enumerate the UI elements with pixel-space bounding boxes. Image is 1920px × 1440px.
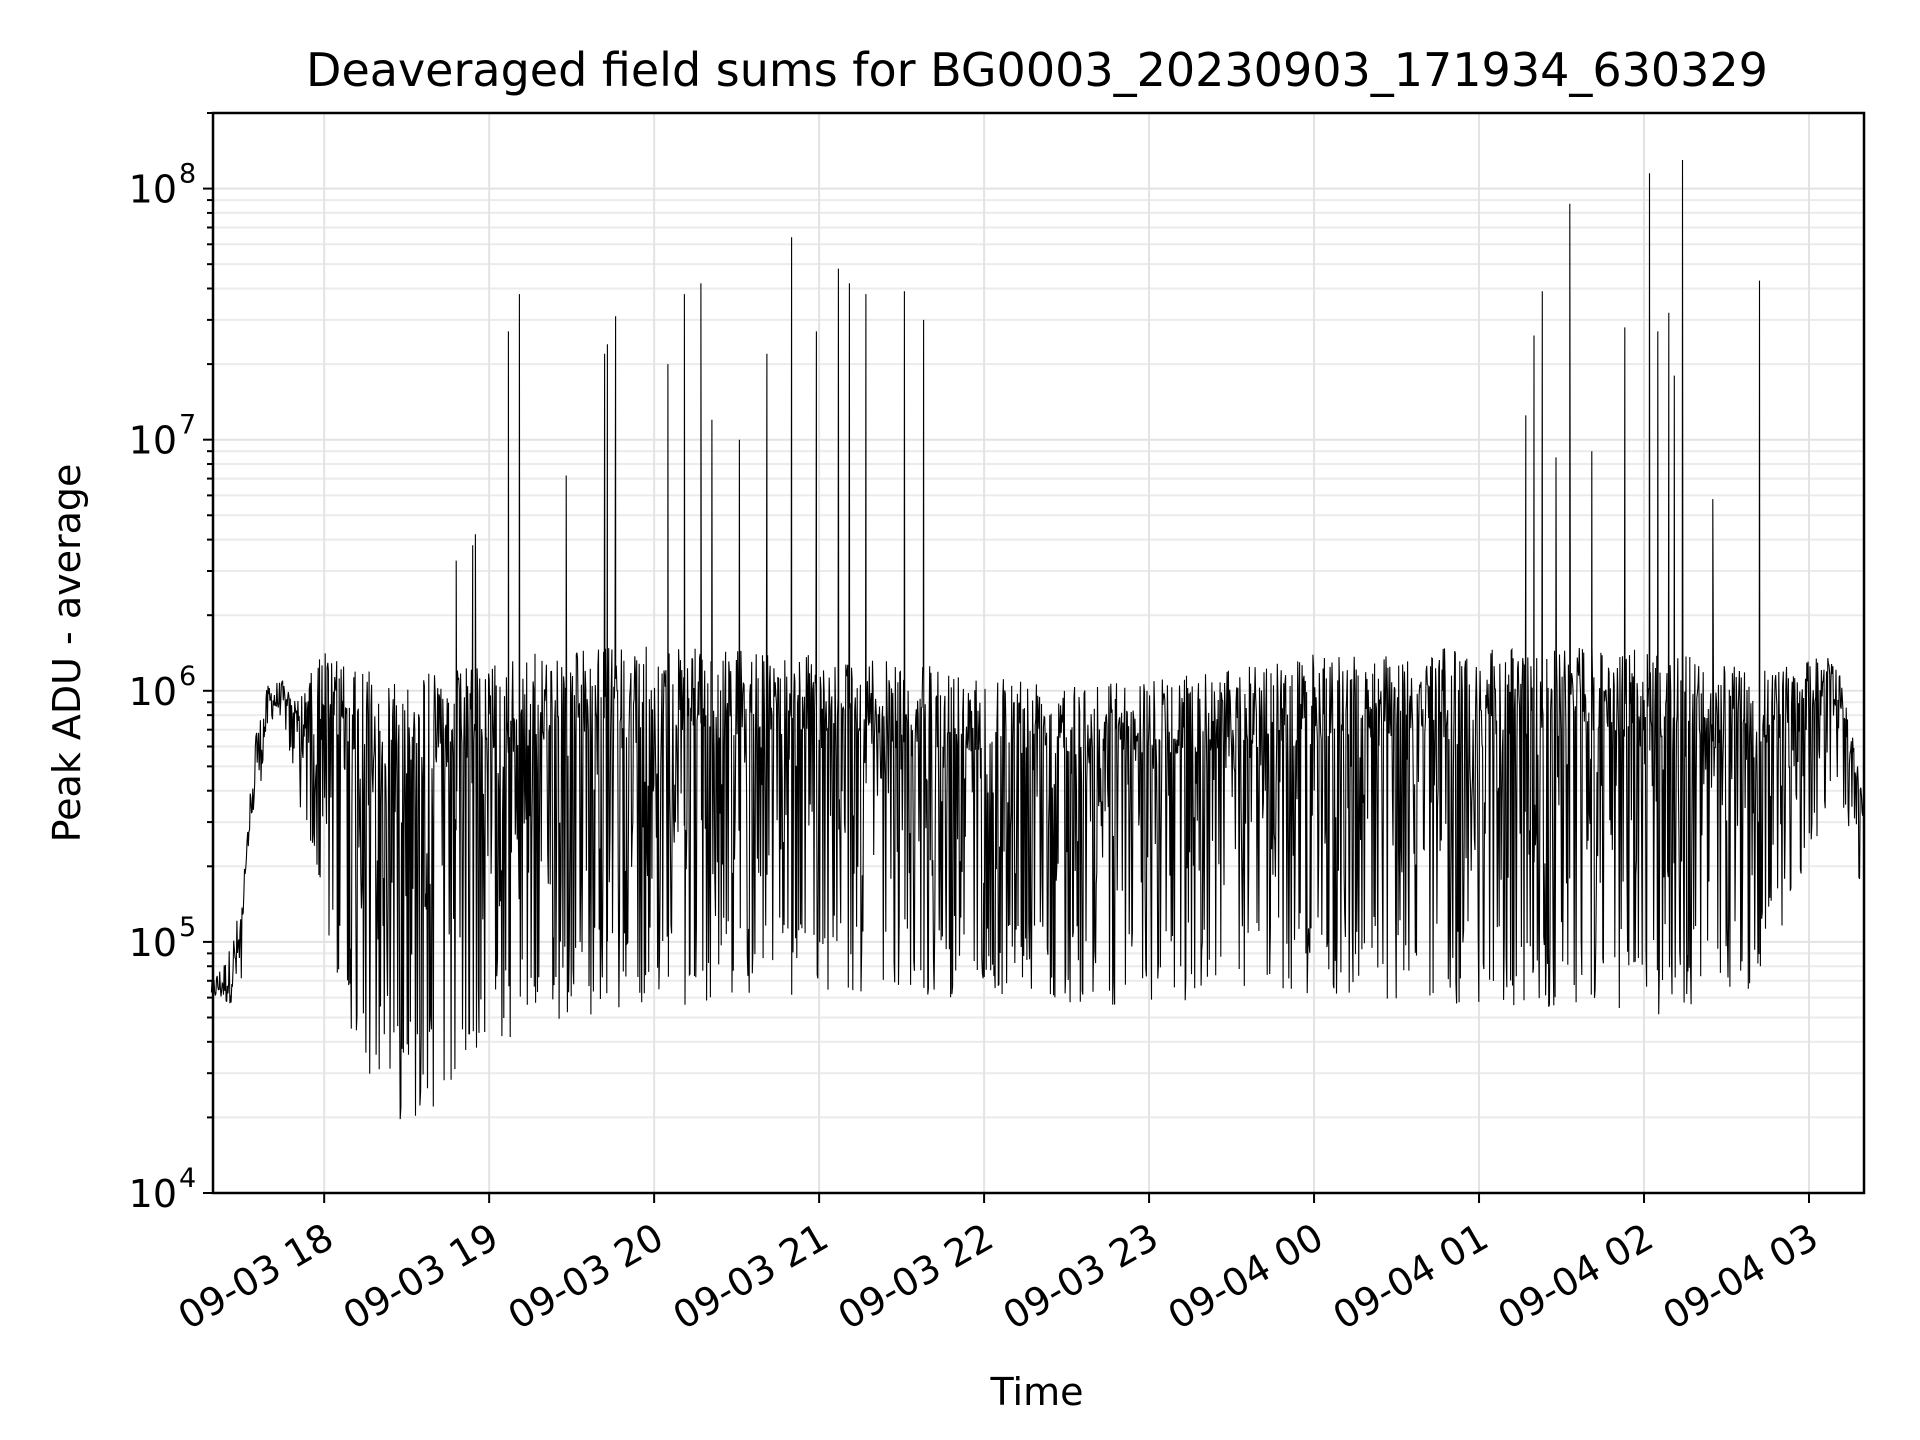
y-tick-label: 10: [129, 1172, 177, 1216]
data-series: [210, 159, 1865, 1120]
y-tick-exponent: 8: [179, 159, 196, 190]
y-tick-exponent: 5: [179, 912, 196, 943]
series-line: [210, 159, 1865, 1120]
x-axis-label: Time: [990, 1370, 1084, 1414]
y-axis-label: Peak ADU - average: [45, 464, 89, 843]
plot-frame: [211, 111, 1866, 1195]
y-tick-exponent: 4: [179, 1163, 196, 1194]
y-tick-exponent: 6: [179, 661, 196, 692]
y-tick-label: 10: [129, 670, 177, 714]
y-tick-label: 10: [129, 921, 177, 965]
y-tick-exponent: 7: [179, 410, 196, 441]
y-tick-label: 10: [129, 168, 177, 212]
y-tick-label: 10: [129, 419, 177, 463]
chart-title: Deaveraged field sums for BG0003_2023090…: [306, 43, 1768, 97]
